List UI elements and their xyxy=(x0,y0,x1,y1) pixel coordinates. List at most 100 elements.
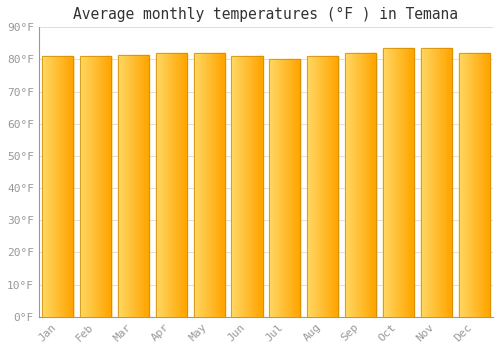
Bar xyxy=(462,53,463,317)
Bar xyxy=(270,60,271,317)
Bar xyxy=(471,53,472,317)
Bar xyxy=(206,53,207,317)
Bar xyxy=(308,56,310,317)
Bar xyxy=(288,60,289,317)
Bar xyxy=(171,53,172,317)
Bar xyxy=(294,60,295,317)
Bar xyxy=(252,56,253,317)
Bar xyxy=(383,48,384,317)
Bar xyxy=(421,48,422,317)
Bar xyxy=(484,53,485,317)
Bar xyxy=(59,56,60,317)
Bar xyxy=(260,56,261,317)
Bar xyxy=(250,56,251,317)
Bar xyxy=(238,56,240,317)
Bar xyxy=(447,48,448,317)
Bar xyxy=(345,53,346,317)
Bar xyxy=(137,55,138,317)
Bar xyxy=(202,53,203,317)
Bar xyxy=(143,55,144,317)
Bar xyxy=(282,60,283,317)
Bar xyxy=(374,53,375,317)
Bar xyxy=(89,56,90,317)
Bar xyxy=(133,55,134,317)
Bar xyxy=(459,53,460,317)
Bar xyxy=(95,56,96,317)
Bar xyxy=(72,56,74,317)
Bar xyxy=(370,53,371,317)
Bar xyxy=(346,53,347,317)
Bar xyxy=(184,53,186,317)
Bar xyxy=(168,53,170,317)
Bar xyxy=(323,56,324,317)
Bar xyxy=(429,48,430,317)
Bar xyxy=(210,53,212,317)
Bar xyxy=(352,53,353,317)
Bar xyxy=(438,48,439,317)
Bar xyxy=(476,53,477,317)
Bar xyxy=(319,56,320,317)
Bar xyxy=(104,56,105,317)
Bar xyxy=(119,55,120,317)
Bar xyxy=(335,56,336,317)
Bar xyxy=(80,56,111,317)
Bar xyxy=(280,60,281,317)
Bar xyxy=(207,53,208,317)
Bar xyxy=(363,53,364,317)
Bar xyxy=(466,53,467,317)
Bar xyxy=(43,56,44,317)
Bar xyxy=(396,48,397,317)
Bar xyxy=(395,48,396,317)
Bar xyxy=(142,55,143,317)
Bar xyxy=(219,53,220,317)
Bar xyxy=(433,48,434,317)
Bar xyxy=(233,56,234,317)
Bar xyxy=(451,48,452,317)
Bar xyxy=(220,53,221,317)
Bar xyxy=(284,60,285,317)
Bar xyxy=(483,53,484,317)
Bar xyxy=(93,56,94,317)
Bar xyxy=(109,56,110,317)
Bar xyxy=(100,56,101,317)
Bar xyxy=(97,56,98,317)
Bar xyxy=(404,48,405,317)
Bar xyxy=(428,48,429,317)
Bar xyxy=(84,56,86,317)
Bar xyxy=(412,48,413,317)
Bar xyxy=(385,48,386,317)
Bar xyxy=(436,48,437,317)
Bar xyxy=(126,55,128,317)
Bar xyxy=(223,53,224,317)
Bar xyxy=(398,48,399,317)
Bar xyxy=(215,53,216,317)
Bar xyxy=(145,55,146,317)
Bar xyxy=(461,53,462,317)
Bar xyxy=(126,55,127,317)
Bar xyxy=(240,56,241,317)
Bar xyxy=(196,53,198,317)
Bar xyxy=(165,53,166,317)
Bar xyxy=(423,48,424,317)
Bar xyxy=(272,60,273,317)
Bar xyxy=(251,56,252,317)
Bar xyxy=(345,53,376,317)
Bar xyxy=(387,48,388,317)
Bar xyxy=(406,48,408,317)
Bar xyxy=(353,53,354,317)
Bar xyxy=(313,56,314,317)
Bar xyxy=(320,56,321,317)
Bar xyxy=(444,48,445,317)
Bar xyxy=(296,60,297,317)
Bar xyxy=(481,53,482,317)
Bar xyxy=(448,48,449,317)
Bar xyxy=(70,56,71,317)
Bar xyxy=(287,60,288,317)
Bar xyxy=(329,56,330,317)
Bar xyxy=(186,53,187,317)
Bar xyxy=(365,53,366,317)
Bar xyxy=(42,56,74,317)
Bar xyxy=(102,56,103,317)
Bar xyxy=(211,53,212,317)
Bar xyxy=(183,53,184,317)
